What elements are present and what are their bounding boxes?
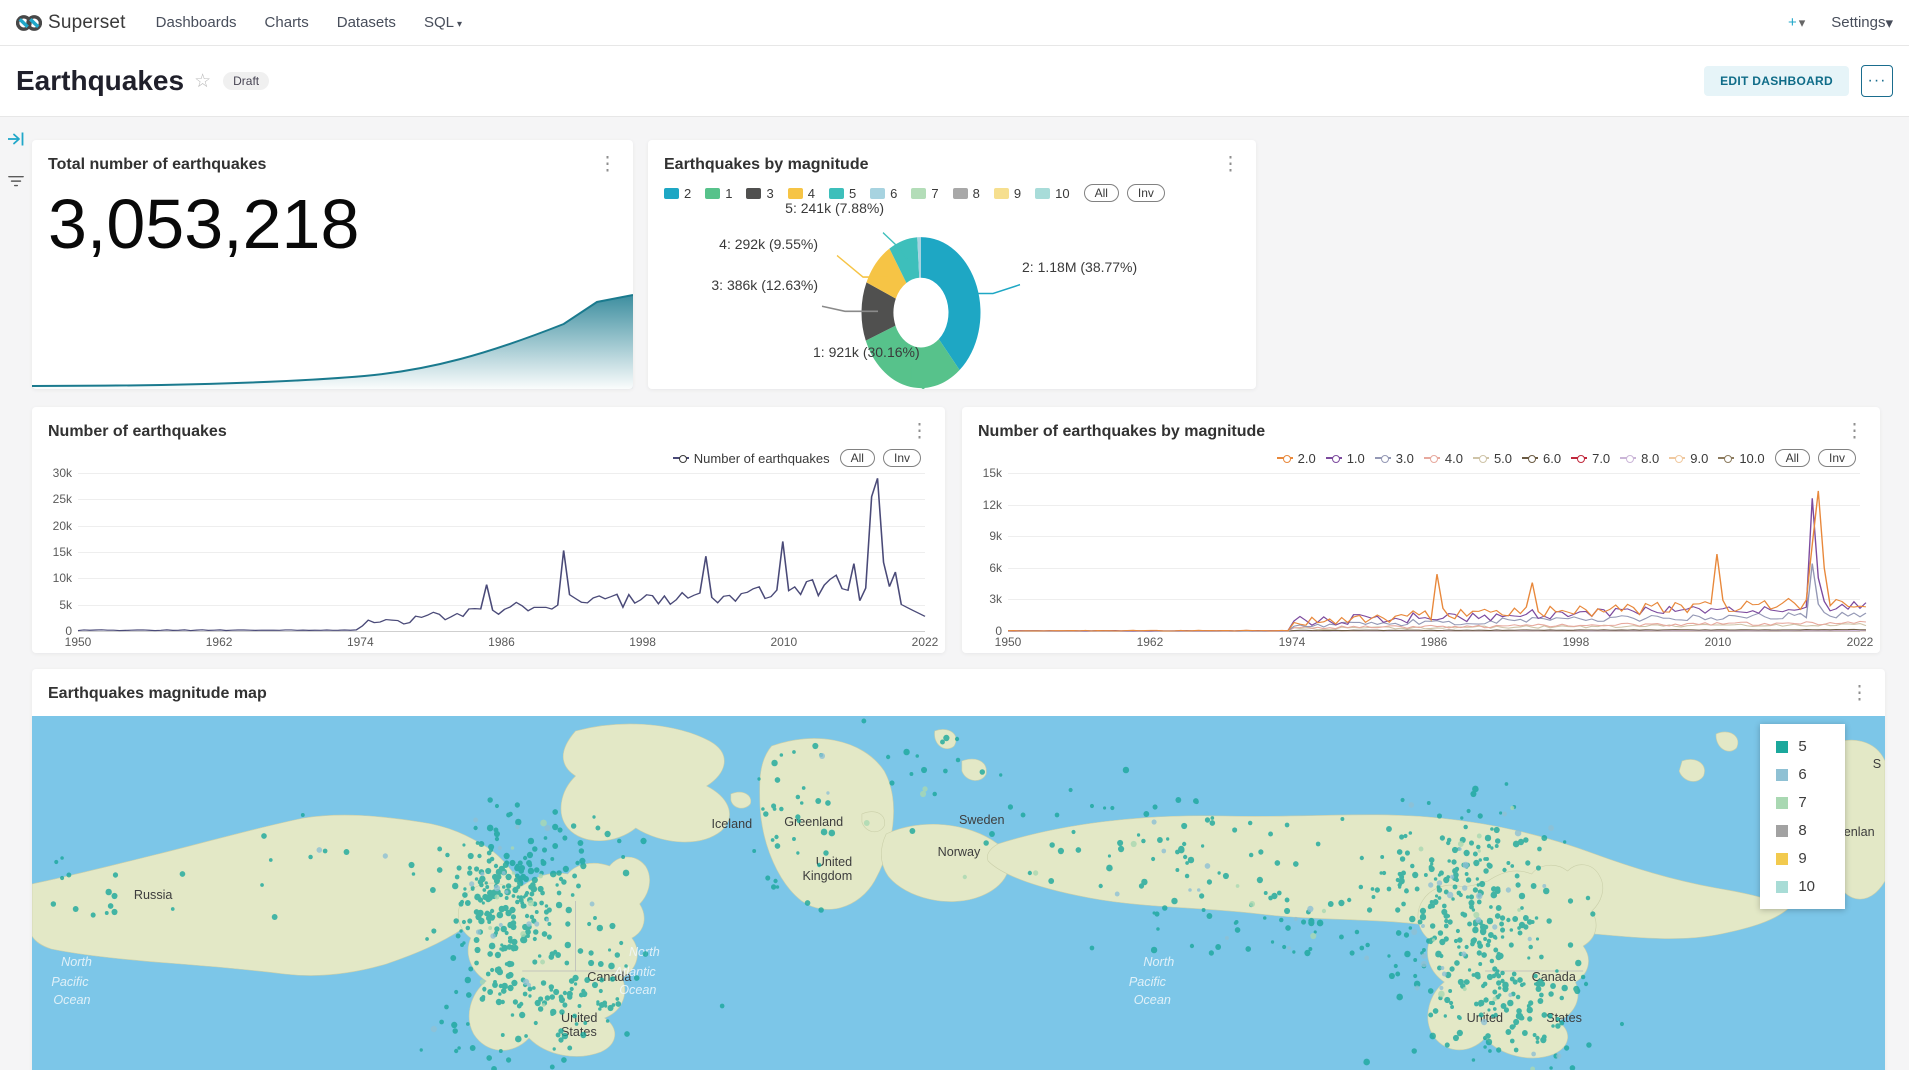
svg-text:United: United	[816, 854, 852, 869]
svg-text:North: North	[1143, 954, 1174, 969]
svg-text:S: S	[1873, 756, 1881, 771]
svg-text:Kingdom: Kingdom	[802, 868, 852, 883]
svg-text:Russia: Russia	[134, 887, 173, 902]
svg-text:Ocean: Ocean	[53, 992, 90, 1007]
svg-text:Ocean: Ocean	[619, 982, 656, 997]
svg-text:Sweden: Sweden	[959, 812, 1005, 827]
svg-text:Greenland: Greenland	[784, 814, 843, 829]
svg-text:North: North	[61, 954, 92, 969]
svg-text:Pacific: Pacific	[51, 974, 89, 989]
svg-text:Pacific: Pacific	[1129, 974, 1167, 989]
svg-text:Ocean: Ocean	[1134, 992, 1171, 1007]
svg-text:Iceland: Iceland	[711, 816, 752, 831]
svg-text:United: United	[561, 1010, 597, 1025]
svg-text:Norway: Norway	[938, 844, 981, 859]
